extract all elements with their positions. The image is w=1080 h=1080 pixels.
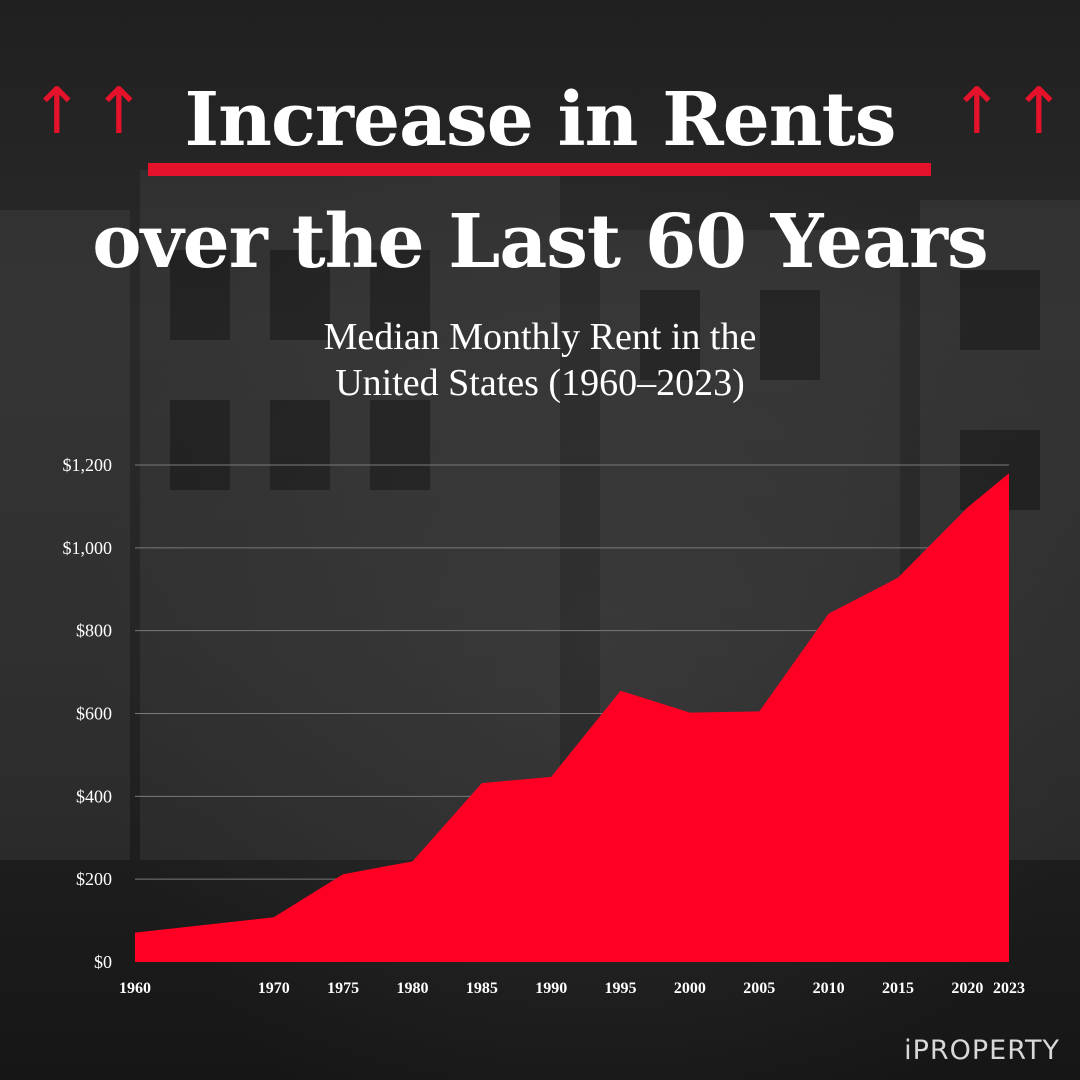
up-arrow-icon: ↑ — [950, 75, 1004, 149]
up-arrow-icon: ↑ — [30, 75, 84, 149]
x-tick-label: 1995 — [605, 980, 637, 997]
x-tick-label: 1970 — [258, 980, 290, 997]
y-tick-label: $600 — [76, 704, 112, 724]
up-arrow-icon: ↑ — [92, 75, 146, 149]
y-tick-label: $1,200 — [63, 455, 113, 475]
page-title-line1: Increase in Rents — [184, 77, 897, 163]
title-underline — [148, 163, 931, 176]
y-tick-label: $0 — [94, 952, 112, 972]
up-arrow-icon: ↑ — [1012, 75, 1066, 149]
x-tick-label: 2023 — [993, 980, 1025, 997]
x-tick-label: 2015 — [882, 980, 914, 997]
brand-logo: iPROPERTY — [904, 1035, 1060, 1066]
title-block: ↑ ↑ Increase in Rents ↑ ↑ — [0, 70, 1080, 180]
subtitle-line1: Median Monthly Rent in the — [323, 316, 757, 358]
x-tick-label: 1985 — [466, 980, 498, 997]
rent-area-series — [135, 473, 1009, 962]
y-tick-label: $1,000 — [63, 538, 113, 558]
page-title-line2: over the Last 60 Years — [92, 199, 988, 285]
x-tick-label: 2000 — [674, 980, 706, 997]
x-tick-label: 2010 — [813, 980, 845, 997]
chart-subtitle: Median Monthly Rent in the United States… — [0, 314, 1080, 406]
background-building-photo — [0, 170, 1080, 890]
y-tick-label: $400 — [76, 786, 112, 806]
x-tick-label: 1960 — [119, 980, 151, 997]
x-tick-label: 1980 — [396, 980, 428, 997]
x-tick-label: 1990 — [535, 980, 567, 997]
y-tick-label: $800 — [76, 621, 112, 641]
x-tick-label: 2020 — [951, 980, 983, 997]
x-tick-label: 2005 — [743, 980, 775, 997]
x-tick-label: 1975 — [327, 980, 359, 997]
y-tick-label: $200 — [76, 869, 112, 889]
subtitle-line2: United States (1960–2023) — [335, 362, 745, 404]
